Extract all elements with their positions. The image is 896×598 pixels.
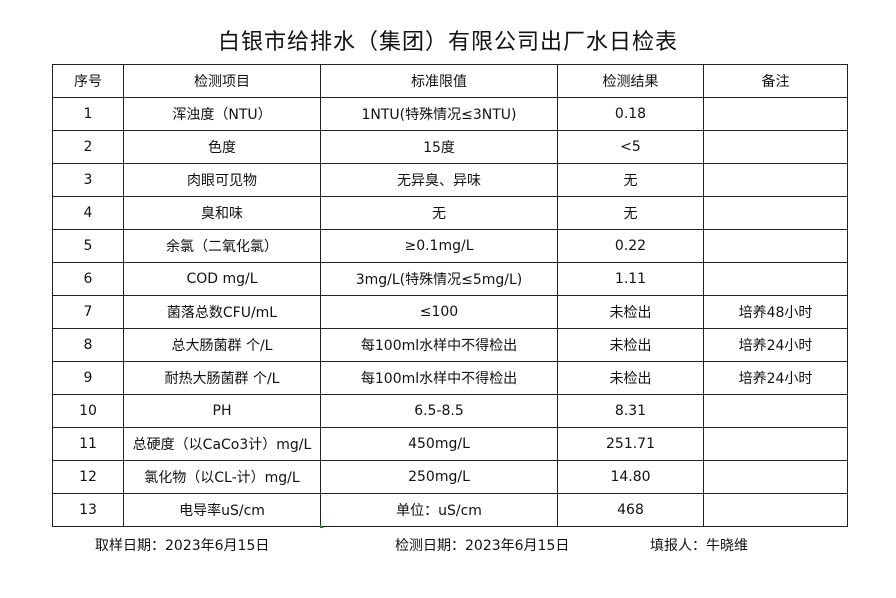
table-cell [703,130,848,164]
table-cell [703,427,848,461]
table-cell: COD mg/L [123,262,321,296]
table-cell: 11 [52,427,124,461]
table-cell: 7 [52,295,124,329]
table-cell: 每100ml水样中不得检出 [320,361,558,395]
table-cell: 8.31 [557,394,704,428]
table-cell: 肉眼可见物 [123,163,321,197]
table-cell: 15度 [320,130,558,164]
table-cell: 468 [557,493,704,527]
table-cell: 色度 [123,130,321,164]
table-row: 13 电导率uS/cm 单位：uS/cm 468 [52,493,848,527]
header-row: 序号 检测项目 标准限值 检测结果 备注 [52,64,848,98]
table-cell: 6 [52,262,124,296]
table-cell: 251.71 [557,427,704,461]
table-cell: 1NTU(特殊情况≤3NTU) [320,97,558,131]
table-cell [703,493,848,527]
inspection-table: 序号 检测项目 标准限值 检测结果 备注 1 浑浊度（NTU） 1NTU(特殊情况≤3NTU)… [52,64,848,527]
table-cell: 菌落总数CFU/mL [123,295,321,329]
table-row: 12 氯化物（以CL-计）mg/L 250mg/L 14.80 [52,460,848,494]
page-title: 白银市给排水（集团）有限公司出厂水日检表 [217,30,678,55]
table-row: 9 耐热大肠菌群 个/L 每100ml水样中不得检出 未检出 培养24小时 [52,361,848,395]
table-row: 10 PH 6.5-8.5 8.31 [52,394,848,428]
table-cell: 余氯（二氧化氯） [123,229,321,263]
table-cell: ≥0.1mg/L [320,229,558,263]
table-cell: 电导率uS/cm [123,493,321,527]
table-row: 5 余氯（二氧化氯） ≥0.1mg/L 0.22 [52,229,848,263]
table-cell: 培养48小时 [703,295,848,329]
table-cell: 13 [52,493,124,527]
table-cell: 无 [557,196,704,230]
cell-marker-icon [320,524,324,528]
table-cell: 未检出 [557,361,704,395]
table-cell: 每100ml水样中不得检出 [320,328,558,362]
table-row: 6 COD mg/L 3mg/L(特殊情况≤5mg/L) 1.11 [52,262,848,296]
table-cell: 总硬度（以CaCo3计）mg/L [123,427,321,461]
column-header: 备注 [703,64,848,98]
table-cell: <5 [557,130,704,164]
table-cell: 总大肠菌群 个/L [123,328,321,362]
table-cell: 1 [52,97,124,131]
table-cell: 耐热大肠菌群 个/L [123,361,321,395]
sample-date: 取样日期：2023年6月15日 [95,538,270,554]
table-cell: ≤100 [320,295,558,329]
reporter: 填报人：牛晓维 [650,538,748,554]
table-cell [703,262,848,296]
table-cell: 无异臭、异味 [320,163,558,197]
table-cell [703,97,848,131]
table-cell: 2 [52,130,124,164]
table-cell: 浑浊度（NTU） [123,97,321,131]
table-row: 8 总大肠菌群 个/L 每100ml水样中不得检出 未检出 培养24小时 [52,328,848,362]
table-row: 1 浑浊度（NTU） 1NTU(特殊情况≤3NTU) 0.18 [52,97,848,131]
table-cell: 5 [52,229,124,263]
table-row: 2 色度 15度 <5 [52,130,848,164]
table-row: 4 臭和味无无 [52,196,848,230]
table-cell: 氯化物（以CL-计）mg/L [123,460,321,494]
table-cell: 6.5-8.5 [320,394,558,428]
table-cell: 450mg/L [320,427,558,461]
table-cell: 12 [52,460,124,494]
table-row: 11 总硬度（以CaCo3计）mg/L 450mg/L 251.71 [52,427,848,461]
table-cell: 3mg/L(特殊情况≤5mg/L) [320,262,558,296]
table-cell: 4 [52,196,124,230]
table-cell: 无 [557,163,704,197]
table-cell [703,394,848,428]
table-cell: 10 [52,394,124,428]
column-header: 检测项目 [123,64,321,98]
table-cell: 未检出 [557,295,704,329]
table-cell: 14.80 [557,460,704,494]
table-cell: 培养24小时 [703,328,848,362]
table-cell: 无 [320,196,558,230]
table-cell: 9 [52,361,124,395]
table-cell [703,196,848,230]
table-cell: 3 [52,163,124,197]
table-row: 3 肉眼可见物 无异臭、异味无 [52,163,848,197]
column-header: 序号 [52,64,124,98]
table-cell: 0.18 [557,97,704,131]
column-header: 标准限值 [320,64,558,98]
table-cell [703,460,848,494]
test-date: 检测日期：2023年6月15日 [395,538,570,554]
table-cell: 培养24小时 [703,361,848,395]
table-cell: 1.11 [557,262,704,296]
table-cell: 单位：uS/cm [320,493,558,527]
column-header: 检测结果 [557,64,704,98]
table-cell [703,229,848,263]
table-cell [703,163,848,197]
table-cell: 臭和味 [123,196,321,230]
table-cell: 未检出 [557,328,704,362]
table-row: 7 菌落总数CFU/mL ≤100 未检出 培养48小时 [52,295,848,329]
table-cell: PH [123,394,321,428]
table-cell: 250mg/L [320,460,558,494]
table-cell: 8 [52,328,124,362]
table-cell: 0.22 [557,229,704,263]
